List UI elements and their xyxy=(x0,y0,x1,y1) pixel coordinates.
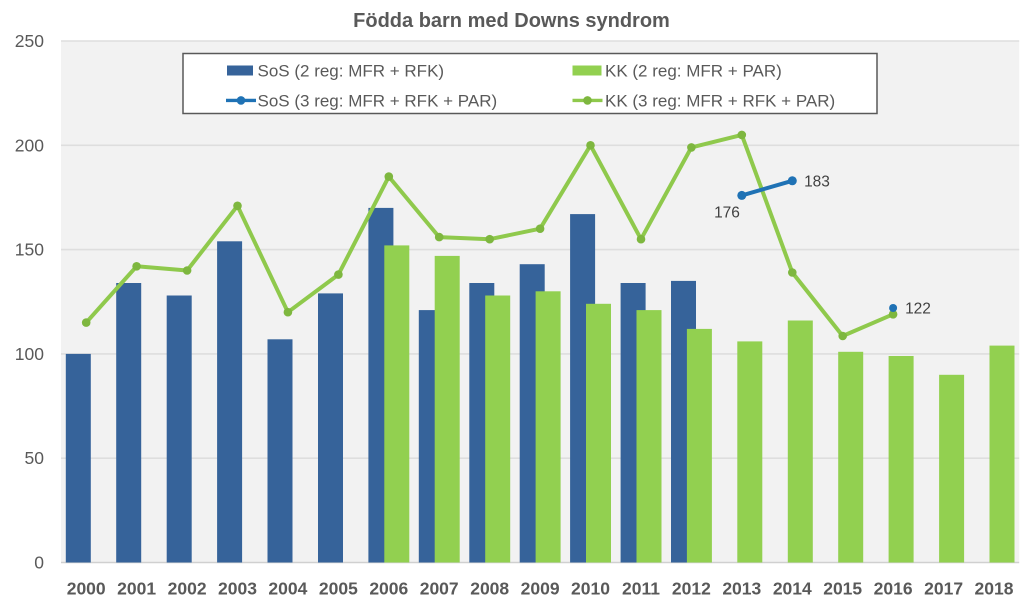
svg-text:2012: 2012 xyxy=(672,579,711,599)
svg-text:2001: 2001 xyxy=(117,579,156,599)
svg-text:SoS (3 reg: MFR + RFK + PAR): SoS (3 reg: MFR + RFK + PAR) xyxy=(258,92,498,111)
svg-text:SoS (2 reg: MFR + RFK): SoS (2 reg: MFR + RFK) xyxy=(258,62,445,81)
svg-text:2018: 2018 xyxy=(975,579,1014,599)
svg-text:KK (2 reg: MFR + PAR): KK (2 reg: MFR + PAR) xyxy=(605,62,782,81)
svg-text:183: 183 xyxy=(804,174,830,191)
svg-text:2004: 2004 xyxy=(268,579,307,599)
svg-text:2017: 2017 xyxy=(924,579,963,599)
svg-text:2013: 2013 xyxy=(722,579,761,599)
svg-text:KK (3 reg: MFR + RFK + PAR): KK (3 reg: MFR + RFK + PAR) xyxy=(605,92,835,111)
svg-text:176: 176 xyxy=(714,205,740,222)
svg-text:2005: 2005 xyxy=(319,579,358,599)
svg-text:2016: 2016 xyxy=(874,579,913,599)
svg-text:2000: 2000 xyxy=(67,579,106,599)
svg-text:2009: 2009 xyxy=(521,579,560,599)
svg-text:2014: 2014 xyxy=(773,579,812,599)
svg-text:2015: 2015 xyxy=(823,579,862,599)
svg-text:250: 250 xyxy=(15,31,44,51)
svg-text:50: 50 xyxy=(25,448,45,468)
svg-text:2002: 2002 xyxy=(168,579,207,599)
svg-text:2010: 2010 xyxy=(571,579,610,599)
svg-text:2008: 2008 xyxy=(470,579,509,599)
svg-text:200: 200 xyxy=(15,135,44,155)
svg-text:2003: 2003 xyxy=(218,579,257,599)
svg-text:0: 0 xyxy=(34,553,44,573)
svg-text:2006: 2006 xyxy=(369,579,408,599)
svg-text:150: 150 xyxy=(15,240,44,260)
svg-text:2011: 2011 xyxy=(622,579,660,599)
svg-text:100: 100 xyxy=(15,344,44,364)
svg-text:122: 122 xyxy=(905,301,931,318)
svg-text:2007: 2007 xyxy=(420,579,459,599)
svg-text:Födda barn med Downs syndrom: Födda barn med Downs syndrom xyxy=(353,10,670,32)
